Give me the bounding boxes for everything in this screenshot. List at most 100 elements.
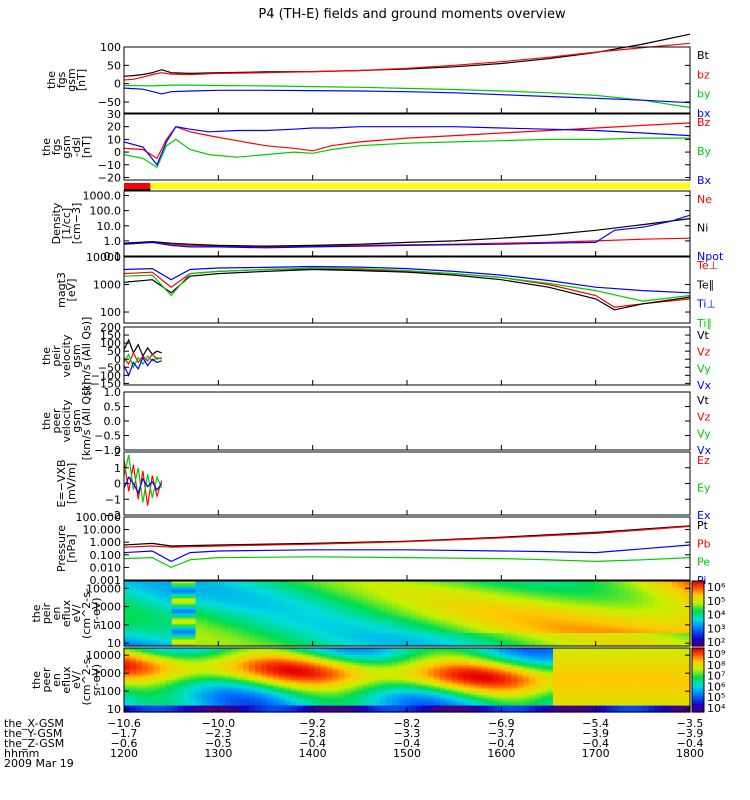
heatmap-cell: [427, 652, 435, 655]
heatmap-cell: [165, 626, 173, 630]
heatmap-cell: [368, 604, 375, 608]
heatmap-cell: [427, 662, 435, 666]
heatmap-cell: [284, 637, 292, 641]
heatmap-cell: [678, 596, 685, 599]
ylabel-line: the: [40, 138, 53, 156]
heatmap-cell: [129, 637, 137, 641]
heatmap-cell: [350, 617, 357, 621]
heatmap-cell: [124, 673, 131, 677]
heatmap-cell: [225, 707, 232, 711]
series-line-Bx: [123, 126, 691, 166]
heatmap-cell: [171, 622, 179, 625]
heatmap-cell: [314, 624, 322, 628]
heatmap-cell: [552, 609, 560, 612]
heatmap-cell: [153, 658, 161, 662]
heatmap-cell: [296, 591, 304, 595]
heatmap-cell: [409, 665, 417, 668]
legend-item: Vx: [697, 444, 712, 457]
heatmap-cell: [278, 662, 286, 666]
heatmap-cell: [195, 690, 203, 694]
heatmap-cell: [320, 617, 328, 621]
heatmap-cell: [463, 609, 471, 612]
heatmap-cell: [124, 699, 131, 702]
heatmap-cell: [135, 639, 143, 643]
heatmap-cell: [618, 589, 626, 593]
heatmap-cell: [237, 598, 244, 602]
heatmap-cell: [219, 690, 226, 694]
heatmap-cell: [261, 656, 268, 660]
heatmap-cell: [124, 589, 131, 593]
heatmap-cell: [457, 581, 465, 584]
heatmap-cell: [362, 684, 369, 687]
heatmap-cell: [606, 626, 614, 630]
heatmap-cell: [415, 675, 423, 679]
heatmap-cell: [630, 594, 637, 597]
heatmap-cell: [404, 589, 411, 593]
heatmap-cell: [237, 635, 244, 638]
heatmap-cell: [404, 667, 411, 670]
heatmap-cell: [409, 628, 417, 632]
heatmap-cell: [344, 609, 351, 612]
ylabel-line: E=−VXB: [55, 460, 68, 508]
heatmap-cell: [225, 594, 232, 597]
heatmap-cell: [177, 654, 185, 658]
heatmap-cell: [362, 607, 369, 610]
heatmap-cell: [368, 682, 375, 685]
heatmap-cell: [129, 583, 137, 586]
heatmap-cell: [284, 626, 292, 630]
ylabel-line: -dsl: [70, 137, 83, 157]
heatmap-cell: [129, 624, 137, 628]
heatmap-cell: [588, 637, 596, 641]
heatmap-cell: [463, 633, 471, 636]
heatmap-cell: [523, 594, 530, 597]
heatmap-cell: [272, 688, 280, 692]
heatmap-cell: [183, 669, 191, 673]
heatmap-cell: [314, 671, 322, 675]
heatmap-cell: [302, 639, 310, 643]
heatmap-cell: [195, 699, 203, 702]
heatmap-cell: [392, 658, 399, 662]
heatmap-cell: [642, 637, 649, 641]
heatmap-cell: [463, 690, 471, 694]
heatmap-cell: [326, 589, 334, 593]
heatmap-cell: [356, 598, 363, 602]
heatmap-cell: [606, 624, 614, 628]
heatmap-cell: [266, 620, 274, 623]
ylabel-line: the: [40, 347, 53, 365]
heatmap-cell: [666, 626, 673, 630]
heatmap-cell: [159, 639, 167, 643]
heatmap-cell: [290, 587, 298, 591]
heatmap-cell: [219, 682, 226, 685]
heatmap-cell: [314, 598, 322, 602]
heatmap-cell: [284, 667, 292, 670]
heatmap-cell: [183, 587, 191, 591]
heatmap-cell: [505, 591, 512, 595]
heatmap-cell: [213, 675, 220, 679]
heatmap-cell: [225, 669, 232, 673]
heatmap-cell: [398, 583, 405, 586]
heatmap-cell: [356, 615, 363, 619]
heatmap-cell: [475, 596, 483, 599]
heatmap-cell: [606, 628, 614, 632]
heatmap-cell: [660, 609, 667, 612]
heatmap-cell: [570, 585, 578, 589]
ytick-label: −50: [98, 96, 121, 109]
heatmap-cell: [374, 673, 381, 677]
heatmap-cell: [541, 617, 548, 621]
heatmap-cell: [404, 690, 411, 694]
heatmap-cell: [243, 617, 250, 621]
heatmap-cell: [159, 697, 167, 700]
heatmap-cell: [386, 688, 393, 692]
heatmap-cell: [219, 650, 226, 653]
heatmap-cell: [469, 684, 477, 687]
heatmap-cell: [445, 609, 453, 612]
heatmap-cell: [124, 660, 131, 664]
heatmap-cell: [612, 630, 620, 634]
heatmap-cell: [439, 694, 447, 698]
heatmap-cell: [445, 585, 453, 589]
heatmap-cell: [511, 620, 518, 623]
heatmap-cell: [314, 660, 322, 664]
heatmap-cell: [207, 596, 214, 599]
heatmap-cell: [201, 613, 209, 617]
heatmap-cell: [165, 660, 173, 664]
